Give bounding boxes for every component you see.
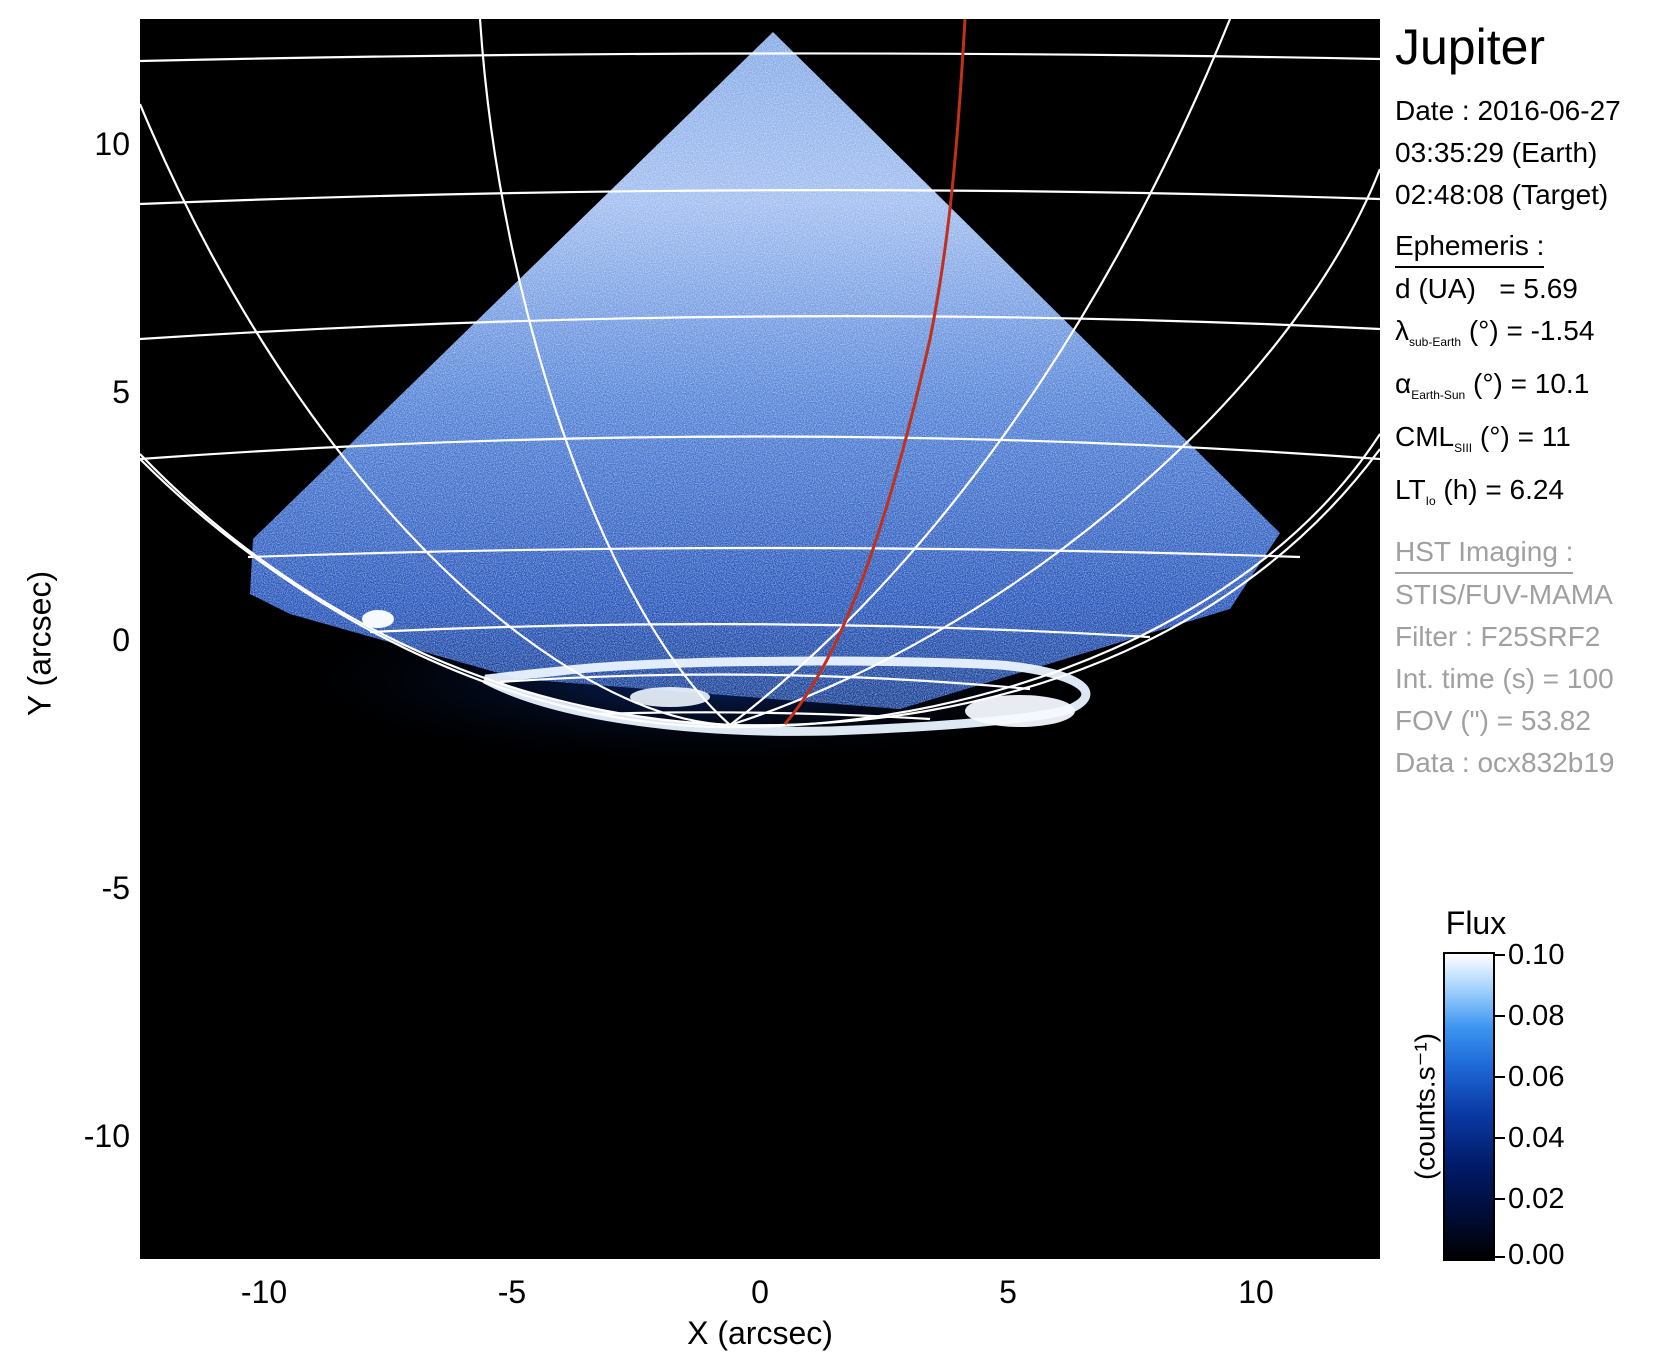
io-footprint-spot bbox=[362, 610, 394, 628]
lat-lon-grid bbox=[140, 19, 1380, 729]
image-plot-area bbox=[140, 19, 1380, 1259]
distance-label: d (UA) bbox=[1395, 273, 1476, 304]
latitude-value: = -1.54 bbox=[1506, 315, 1595, 346]
distance-value: = 5.69 bbox=[1499, 273, 1578, 304]
y-axis-title: Y (arcsec) bbox=[21, 570, 58, 717]
ephemeris-distance: d (UA) = 5.69 bbox=[1395, 268, 1675, 310]
latitude-symbol: λ bbox=[1395, 315, 1409, 346]
colorbar-tick-label: 0.04 bbox=[1508, 1122, 1565, 1154]
ephemeris-cml: CMLSIII (°) = 11 bbox=[1395, 416, 1675, 469]
x-tick-label: -10 bbox=[240, 1274, 288, 1310]
phase-unit: (°) bbox=[1473, 368, 1503, 399]
y-tick-label: 0 bbox=[112, 622, 130, 658]
colorbar-tick bbox=[1493, 1198, 1505, 1200]
colorbar-tick bbox=[1493, 1076, 1505, 1078]
ephemeris-latitude: λsub-Earth (°) = -1.54 bbox=[1395, 310, 1675, 363]
colorbar-tick-label: 0.08 bbox=[1508, 1000, 1565, 1032]
colorbar-tick bbox=[1493, 1015, 1505, 1017]
y-tick-label: -10 bbox=[83, 1118, 130, 1154]
lt-subscript: Io bbox=[1425, 494, 1436, 508]
imaging-int-time: Int. time (s) = 100 bbox=[1395, 663, 1614, 694]
y-tick-label: 5 bbox=[112, 374, 130, 410]
colorbar bbox=[1443, 952, 1495, 1261]
jupiter-uv-image bbox=[140, 19, 1380, 769]
cml-unit: (°) bbox=[1479, 421, 1510, 452]
lt-symbol: LT bbox=[1395, 474, 1426, 505]
imaging-filter: Filter : F25SRF2 bbox=[1395, 621, 1601, 652]
colorbar-tick-label: 0.00 bbox=[1508, 1239, 1565, 1271]
colorbar-tick-label: 0.06 bbox=[1508, 1061, 1565, 1093]
target-name: Jupiter bbox=[1395, 19, 1546, 75]
colorbar-tick bbox=[1493, 1137, 1505, 1139]
ephemeris-phase-angle: αEarth-Sun (°) = 10.1 bbox=[1395, 363, 1675, 416]
cml-value: = 11 bbox=[1517, 421, 1571, 452]
time-earth: 03:35:29 (Earth) bbox=[1395, 137, 1598, 168]
phase-subscript: Earth-Sun bbox=[1411, 388, 1466, 402]
imaging-heading: HST Imaging : bbox=[1395, 534, 1574, 574]
cml-subscript: SIII bbox=[1454, 441, 1473, 455]
phase-symbol: α bbox=[1395, 368, 1412, 399]
ephemeris-heading: Ephemeris : bbox=[1395, 228, 1545, 268]
colorbar-units: (counts.s⁻¹) bbox=[1409, 1032, 1441, 1181]
lt-value: = 6.24 bbox=[1485, 474, 1565, 505]
colorbar-title: Flux bbox=[1445, 905, 1507, 941]
colorbar-tick-label: 0.02 bbox=[1508, 1183, 1565, 1215]
io-footpath-curve bbox=[783, 19, 967, 725]
colorbar-tick-label: 0.10 bbox=[1508, 939, 1565, 971]
imaging-instrument: STIS/FUV-MAMA bbox=[1395, 579, 1613, 610]
info-panel: Jupiter Date : 2016-06-27 03:35:29 (Eart… bbox=[1395, 18, 1675, 784]
imaging-dataset: Data : ocx832b19 bbox=[1395, 747, 1615, 778]
cml-symbol: CML bbox=[1395, 421, 1455, 452]
x-tick-label: -5 bbox=[497, 1274, 527, 1310]
colorbar-tick bbox=[1493, 1256, 1505, 1258]
ephemeris-local-time: LTIo (h) = 6.24 bbox=[1395, 469, 1675, 522]
latitude-unit: (°) bbox=[1468, 315, 1499, 346]
y-tick-label: 10 bbox=[94, 126, 130, 162]
x-tick-label: 5 bbox=[999, 1274, 1017, 1310]
observation-date: Date : 2016-06-27 bbox=[1395, 95, 1621, 126]
phase-value: = 10.1 bbox=[1510, 368, 1590, 399]
x-tick-label: 10 bbox=[1238, 1274, 1274, 1310]
lt-unit: (h) bbox=[1443, 474, 1478, 505]
time-target: 02:48:08 (Target) bbox=[1395, 179, 1609, 210]
x-axis-title: X (arcsec) bbox=[687, 1315, 833, 1351]
imaging-fov: FOV (") = 53.82 bbox=[1395, 705, 1591, 736]
auroral-oval bbox=[482, 656, 1091, 736]
y-tick-label: -5 bbox=[101, 870, 130, 906]
colorbar-tick bbox=[1493, 954, 1505, 956]
latitude-subscript: sub-Earth bbox=[1409, 335, 1462, 349]
imaging-section: HST Imaging : STIS/FUV-MAMA Filter : F25… bbox=[1395, 522, 1675, 784]
x-tick-label: 0 bbox=[751, 1274, 769, 1310]
